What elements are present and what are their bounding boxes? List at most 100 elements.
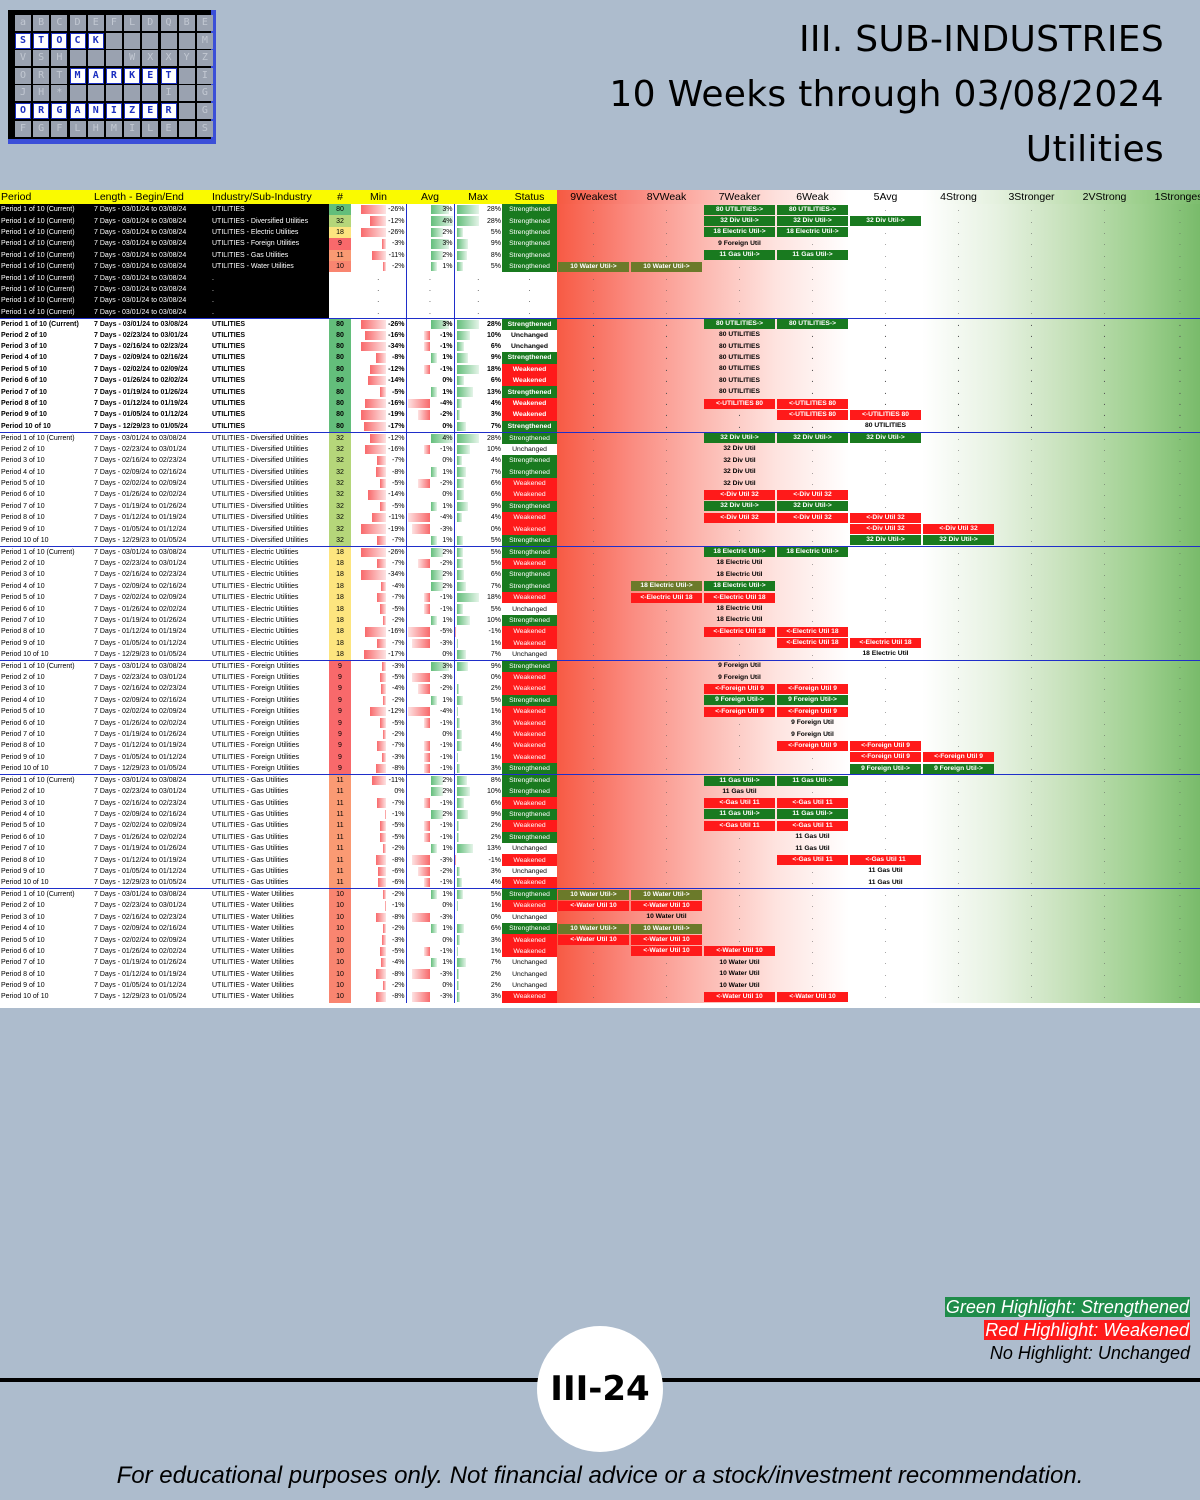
empty-dot: .	[665, 765, 668, 773]
zone-cell-4: .	[922, 820, 995, 832]
empty-dot: .	[1030, 788, 1033, 796]
avg-cell: 1%	[405, 614, 455, 627]
max-cell: 6%	[454, 375, 502, 386]
zone-cell-6: .	[776, 911, 849, 923]
table-row: Period 9 of 10 7 Days - 01/05/24 to 01/12…	[0, 751, 1200, 764]
data-bar	[423, 752, 430, 763]
max-cell: 4%	[454, 729, 502, 740]
period-cell: Period 1 of 10 (Current)	[0, 431, 93, 444]
empty-dot: .	[811, 285, 814, 293]
empty-dot: .	[884, 400, 887, 408]
empty-dot: .	[811, 297, 814, 305]
bar-value: 3%	[490, 936, 501, 944]
empty-dot: .	[665, 457, 668, 465]
min-cell: .	[377, 308, 380, 316]
zone-cell-6: .	[776, 375, 849, 387]
disclaimer: For educational purposes only. Not finan…	[116, 1462, 1084, 1489]
bar-value: 3%	[442, 240, 453, 248]
zone-cell-1: .	[1141, 991, 1200, 1003]
avg-cell: 2%	[405, 580, 455, 592]
min-cell: -7%	[351, 638, 406, 649]
zone-cell-6: .	[776, 466, 849, 478]
zone-cell-3: .	[995, 934, 1068, 946]
zone-cell-5: .	[849, 671, 922, 684]
zone-cell-2: .	[1068, 808, 1141, 821]
zone-cell-3: .	[995, 489, 1068, 501]
empty-dot: .	[1103, 217, 1106, 225]
zone-cell-2: .	[1068, 854, 1141, 866]
empty-dot: .	[957, 445, 960, 453]
zone-cell-8: .	[630, 842, 703, 855]
zone-cell-7: .	[703, 763, 776, 775]
zone-cell-6: .	[776, 945, 849, 958]
zone-cell-4: .	[922, 443, 995, 456]
bar-value: -4%	[440, 400, 453, 408]
empty-dot: .	[665, 810, 668, 818]
zone-tag: 32 Div Util->	[704, 433, 775, 444]
zone-cell-2: .	[1068, 842, 1141, 855]
zone-cell-5: .	[849, 911, 922, 923]
zone-cell-7: .	[703, 306, 776, 319]
zone-cell-4: .	[922, 420, 995, 433]
zone-cell-2: .	[1068, 511, 1141, 524]
zone-cell-6: .	[776, 591, 849, 604]
zone-cell-3: .	[995, 968, 1068, 980]
zone-cell-3: .	[995, 534, 1068, 547]
zone-cell-9: .	[557, 694, 630, 707]
zone-cell-2: .	[1068, 945, 1141, 958]
zone-tag: 32 Div Util->	[777, 216, 848, 227]
max-cell: 5%	[454, 227, 502, 238]
logo-letter-tile: V	[15, 50, 31, 67]
empty-dot: .	[592, 228, 595, 236]
min-cell: -5%	[351, 946, 406, 957]
empty-dot: .	[1103, 445, 1106, 453]
empty-dot: .	[1103, 297, 1106, 305]
zone-cell-4: .	[922, 854, 995, 866]
zone-cell-6: 32 Div Util->	[776, 215, 849, 227]
stock-market-organizer-logo: a B C D E F L D Q B E S T O C K M V S H W X X Y Z O R T M A R K E T I J H * I G…	[8, 10, 216, 144]
zone-cell-4: .	[922, 591, 995, 604]
zone-cell-1: .	[1141, 865, 1200, 878]
zone-cell-7: .	[703, 534, 776, 547]
status-badge: .	[528, 308, 531, 316]
min-cell: .	[377, 274, 380, 282]
zone-cell-8: .	[630, 317, 703, 330]
avg-cell: 1%	[405, 957, 455, 969]
zone-cell-6: 11 Gas Util->	[776, 249, 849, 261]
empty-dot: .	[957, 742, 960, 750]
zone-cell-1: .	[1141, 249, 1200, 261]
table-row: Period 10 of 10 7 Days - 12/29/23 to 01/0…	[0, 877, 1200, 889]
zone-cell-9: .	[557, 569, 630, 581]
empty-dot: .	[957, 400, 960, 408]
zone-cell-2: .	[1068, 363, 1141, 376]
industry-cell: UTILITIES - Diversified Utilities	[211, 215, 329, 227]
period-cell: Period 7 of 10	[1, 959, 45, 967]
zone-cell-6: .	[776, 877, 849, 889]
data-bar	[456, 364, 479, 375]
logo-letter-tile	[87, 50, 104, 67]
avg-cell: 0%	[405, 648, 455, 661]
bar-value: -6%	[392, 867, 405, 875]
status-badge: Unchanged	[512, 845, 547, 853]
avg-cell: 1%	[405, 466, 455, 478]
empty-dot: .	[1030, 514, 1033, 522]
empty-dot: .	[665, 491, 668, 499]
zone-cell-3: .	[995, 831, 1068, 843]
empty-dot: .	[1030, 845, 1033, 853]
zone-cell-3: .	[995, 671, 1068, 684]
empty-dot: .	[1179, 217, 1181, 225]
empty-dot: .	[1179, 891, 1181, 899]
status-badge: Weakened	[502, 717, 557, 729]
industry-cell: UTILITIES - Diversified Utilities	[211, 431, 329, 444]
min-cell: 0%	[351, 786, 406, 797]
zone-cell-1: .	[1141, 591, 1200, 604]
status-badge: Weakened	[502, 375, 557, 387]
industry-cell: UTILITIES - Water Utilities	[212, 913, 294, 921]
zone-cell-7: .	[703, 888, 776, 901]
empty-dot: .	[884, 491, 887, 499]
zone-tag: <-Water Util 10	[631, 900, 702, 911]
industry-cell: UTILITIES - Water Utilities	[211, 888, 329, 901]
min-cell: -26%	[351, 204, 406, 215]
status-badge: Weakened	[502, 591, 557, 604]
zone-cell-6: .	[776, 763, 849, 775]
